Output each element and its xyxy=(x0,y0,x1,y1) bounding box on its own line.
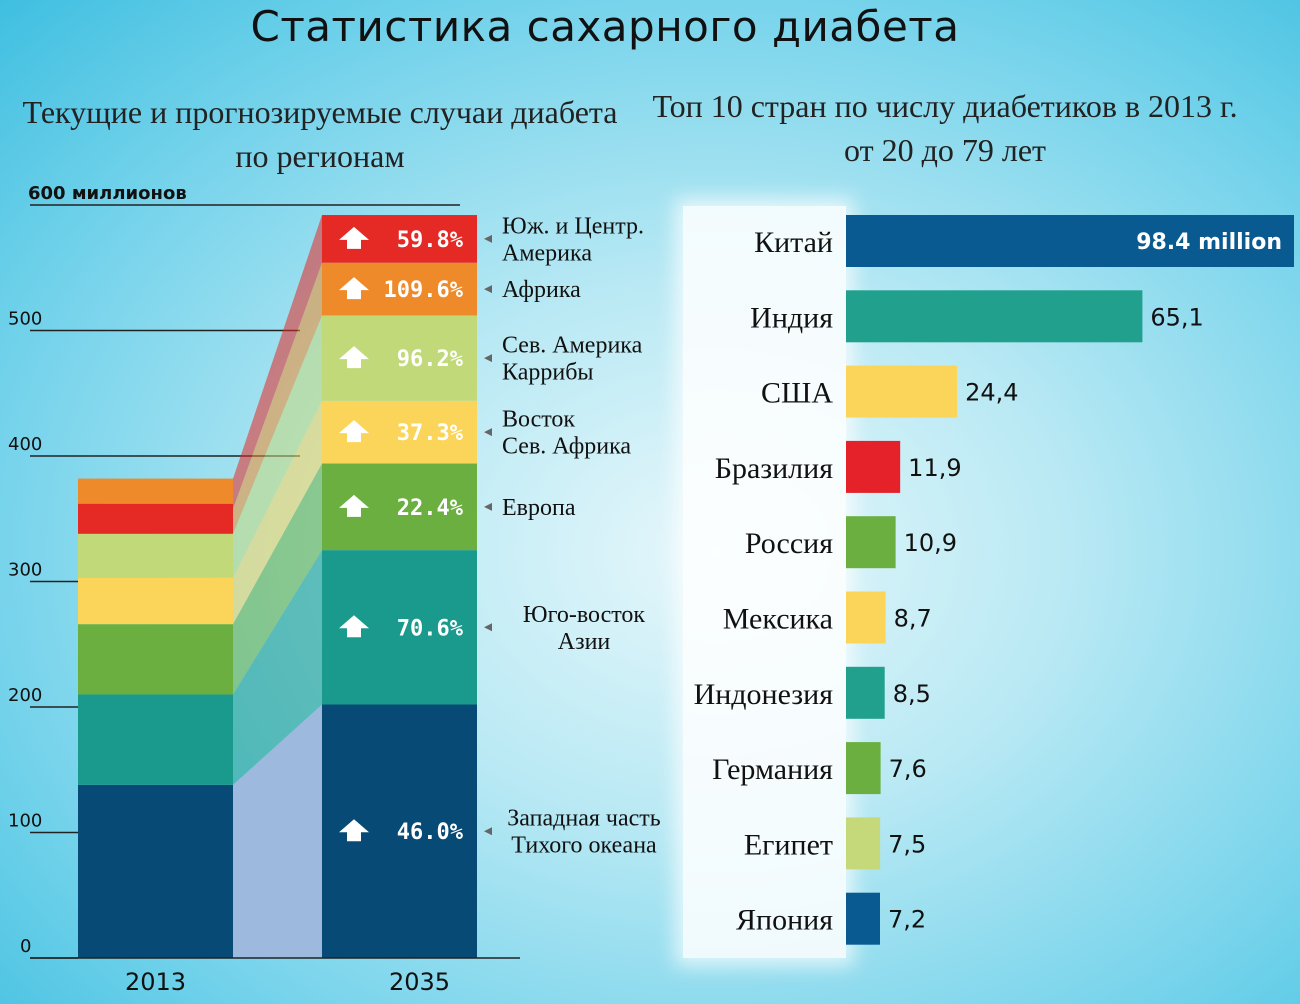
country-label: Россия xyxy=(745,527,833,560)
up-arrow-icon xyxy=(339,277,369,300)
bar-2013-segment xyxy=(78,577,233,625)
page-title: Статистика сахарного диабета xyxy=(250,2,960,51)
country-bar xyxy=(846,742,881,795)
bar-2013-segment xyxy=(78,694,233,785)
pointer-icon xyxy=(484,827,492,836)
connector-band xyxy=(233,215,322,509)
country-label: Германия xyxy=(712,753,833,786)
country-label: Бразилия xyxy=(715,452,833,485)
up-arrow-icon xyxy=(339,494,369,517)
country-bar xyxy=(846,290,1143,343)
value-label: 65,1 xyxy=(1150,303,1203,331)
growth-percent: 22.4% xyxy=(397,496,464,521)
growth-percent: 59.8% xyxy=(397,228,464,253)
y-tick-label: 300 xyxy=(8,560,42,581)
x-tick-label: 2035 xyxy=(389,968,450,996)
country-labels-panel xyxy=(683,206,846,958)
pointer-icon xyxy=(484,354,492,363)
country-bar xyxy=(846,591,886,644)
region-label: Африка xyxy=(502,277,581,303)
value-label: 24,4 xyxy=(965,379,1018,407)
growth-percent: 46.0% xyxy=(397,820,464,845)
up-arrow-icon xyxy=(339,420,369,443)
y-tick-label: 100 xyxy=(8,811,42,832)
regional-chart-title: Текущие и прогнозируемые случаи диабета … xyxy=(22,94,618,174)
region-label: Сев. Африка xyxy=(502,434,631,460)
connector-band xyxy=(233,550,322,785)
country-label: Египет xyxy=(744,828,833,861)
country-label: США xyxy=(761,377,833,410)
country-label: Индия xyxy=(750,301,833,334)
country-bar xyxy=(846,892,880,945)
value-label: 8,5 xyxy=(893,680,931,708)
pointer-icon xyxy=(484,234,492,243)
y-tick-label: 600 миллионов xyxy=(28,183,187,204)
bar-2013-segment xyxy=(78,533,233,578)
pointer-icon xyxy=(484,285,492,294)
country-bar xyxy=(846,365,958,418)
country-bar xyxy=(846,516,896,569)
region-label: Каррибы xyxy=(502,360,594,386)
connector-band xyxy=(233,315,322,578)
region-label: Азии xyxy=(558,629,611,655)
region-label: Тихого океана xyxy=(511,833,657,859)
region-label: Европа xyxy=(502,495,576,521)
up-arrow-icon xyxy=(339,615,369,638)
connector-band xyxy=(233,400,322,625)
region-label: Западная часть xyxy=(507,806,660,832)
growth-percent: 109.6% xyxy=(384,278,464,303)
value-label: 10,9 xyxy=(904,529,957,557)
region-label: Восток xyxy=(502,407,575,433)
connector-band xyxy=(233,262,322,534)
value-label: 98.4 million xyxy=(1136,230,1282,255)
region-label: Юж. и Центр. xyxy=(502,213,644,239)
y-tick-label: 400 xyxy=(8,434,42,455)
up-arrow-icon xyxy=(339,346,369,369)
up-arrow-icon xyxy=(339,819,369,842)
pointer-icon xyxy=(484,502,492,511)
country-bar xyxy=(846,666,885,719)
connector-band xyxy=(233,704,322,958)
country-bar xyxy=(846,440,901,493)
pointer-icon xyxy=(484,428,492,437)
up-arrow-icon xyxy=(339,226,369,249)
y-tick-label: 0 xyxy=(20,936,31,957)
growth-percent: 96.2% xyxy=(397,347,464,372)
country-bar xyxy=(846,817,881,870)
value-label: 7,2 xyxy=(888,906,926,934)
country-bar xyxy=(846,215,1294,267)
bar-2013-segment xyxy=(78,503,233,534)
value-label: 7,5 xyxy=(888,830,926,858)
region-label: Сев. Америка xyxy=(502,333,643,359)
y-tick-label: 200 xyxy=(8,685,42,706)
connector-band xyxy=(233,463,322,695)
value-label: 11,9 xyxy=(908,454,961,482)
growth-percent: 37.3% xyxy=(397,421,464,446)
countries-chart-title: Топ 10 стран по числу диабетиков в 2013 … xyxy=(652,88,1238,168)
growth-percent: 70.6% xyxy=(397,616,464,641)
x-tick-label: 2013 xyxy=(125,968,186,996)
country-label: Индонезия xyxy=(694,678,834,711)
region-label: Юго-восток xyxy=(523,602,645,628)
bar-2013-segment xyxy=(78,624,233,695)
country-label: Мексика xyxy=(723,603,833,636)
y-tick-label: 500 xyxy=(8,309,42,330)
value-label: 7,6 xyxy=(889,755,927,783)
region-label: Америка xyxy=(502,240,592,266)
country-label: Япония xyxy=(736,904,833,937)
country-label: Китай xyxy=(754,226,833,259)
bar-2013-segment xyxy=(78,478,233,504)
value-label: 8,7 xyxy=(894,605,932,633)
pointer-icon xyxy=(484,623,492,632)
bar-2013-segment xyxy=(78,784,233,958)
